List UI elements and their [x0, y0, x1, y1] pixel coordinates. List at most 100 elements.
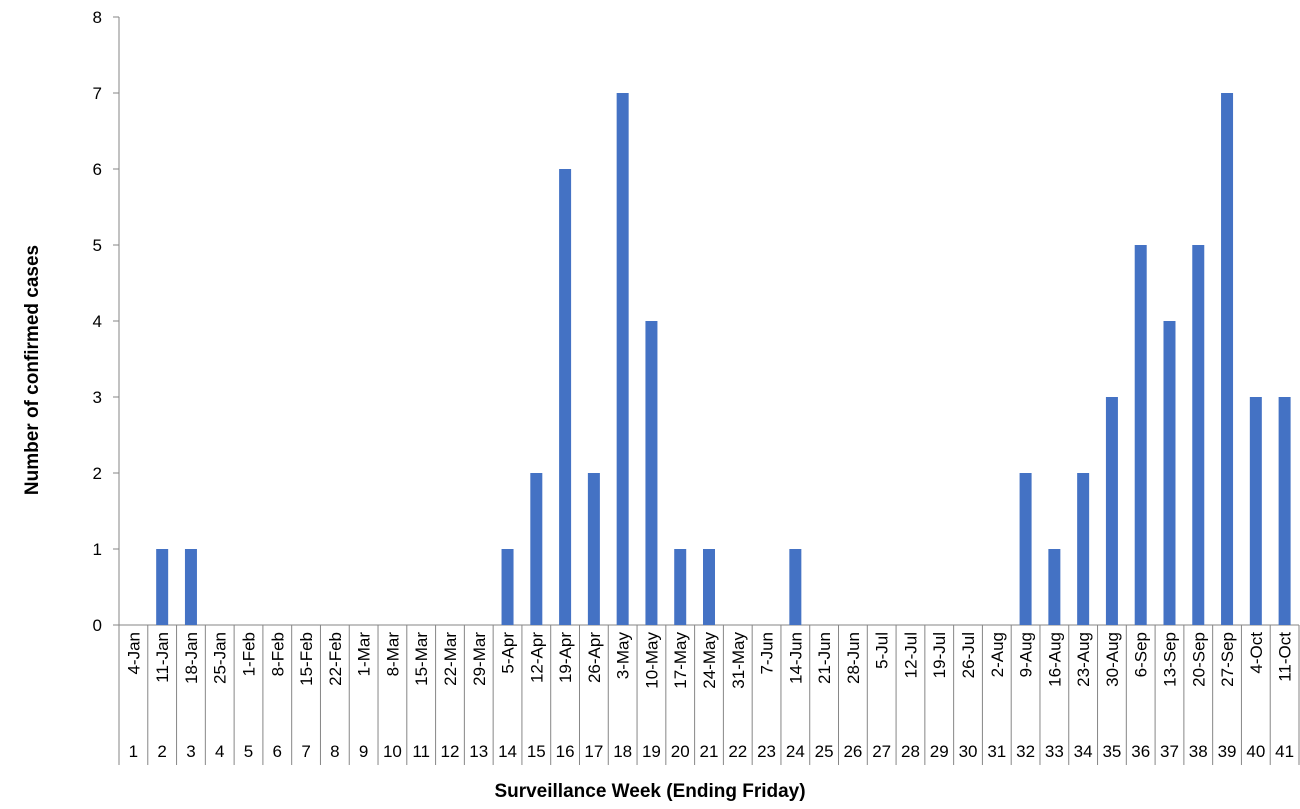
x-tick-label-week: 25: [815, 742, 834, 761]
x-tick-label-week: 40: [1246, 742, 1265, 761]
x-tick-label-date: 6-Sep: [1132, 632, 1151, 677]
x-tick-label-week: 7: [301, 742, 310, 761]
x-tick-label-week: 1: [129, 742, 138, 761]
x-tick-label-date: 15-Feb: [297, 632, 316, 686]
y-tick-label: 4: [93, 312, 102, 331]
x-tick-label-week: 41: [1275, 742, 1294, 761]
x-tick-label-week: 31: [987, 742, 1006, 761]
x-tick-label-date: 19-Jul: [930, 632, 949, 678]
x-axis-title: Surveillance Week (Ending Friday): [494, 781, 805, 802]
x-tick-label-week: 14: [498, 742, 517, 761]
y-tick-label: 5: [93, 236, 102, 255]
x-tick-label-date: 16-Aug: [1045, 632, 1064, 687]
bar: [1278, 397, 1291, 625]
x-tick-label-date: 8-Feb: [268, 632, 287, 676]
x-tick-label-date: 5-Jul: [873, 632, 892, 669]
x-tick-label-date: 12-Apr: [527, 632, 546, 683]
x-tick-label-week: 33: [1045, 742, 1064, 761]
x-tick-label-date: 4-Jan: [124, 632, 143, 675]
bar: [1048, 549, 1061, 625]
x-tick-label-date: 26-Apr: [585, 632, 604, 683]
plot-area: 0123456784-Jan111-Jan218-Jan325-Jan41-Fe…: [93, 8, 1300, 765]
x-tick-label-date: 5-Apr: [499, 632, 518, 674]
bar: [587, 473, 600, 625]
x-tick-label-week: 5: [244, 742, 253, 761]
x-tick-label-week: 35: [1102, 742, 1121, 761]
x-tick-label-week: 20: [671, 742, 690, 761]
x-tick-label-date: 31-May: [729, 632, 748, 689]
bar: [184, 549, 197, 625]
bar: [789, 549, 802, 625]
bar: [1105, 397, 1118, 625]
x-tick-label-week: 21: [700, 742, 719, 761]
x-tick-label-week: 32: [1016, 742, 1035, 761]
x-tick-label-date: 10-May: [642, 632, 661, 689]
x-tick-label-week: 9: [359, 742, 368, 761]
x-tick-label-week: 15: [527, 742, 546, 761]
x-tick-label-date: 21-Jun: [815, 632, 834, 684]
x-tick-label-date: 8-Mar: [383, 632, 402, 677]
y-axis-title: Number of confirmed cases: [22, 245, 43, 495]
x-tick-label-date: 18-Jan: [182, 632, 201, 684]
x-tick-label-week: 18: [613, 742, 632, 761]
x-tick-label-date: 22-Feb: [326, 632, 345, 686]
x-tick-label-week: 30: [959, 742, 978, 761]
y-tick-label: 6: [93, 160, 102, 179]
bar: [1192, 245, 1205, 625]
x-tick-label-week: 16: [556, 742, 575, 761]
x-tick-label-date: 7-Jun: [758, 632, 777, 675]
x-tick-label-week: 28: [901, 742, 920, 761]
bar: [1019, 473, 1032, 625]
bar: [1077, 473, 1090, 625]
x-tick-label-date: 1-Mar: [355, 632, 374, 677]
x-tick-label-week: 2: [157, 742, 166, 761]
x-tick-label-week: 10: [383, 742, 402, 761]
x-tick-label-week: 34: [1074, 742, 1093, 761]
bar: [559, 169, 572, 625]
x-tick-label-week: 11: [412, 742, 430, 761]
x-tick-label-date: 1-Feb: [240, 632, 259, 676]
x-tick-label-date: 26-Jul: [959, 632, 978, 678]
x-tick-label-week: 29: [930, 742, 949, 761]
y-tick-label: 3: [93, 388, 102, 407]
bar: [1163, 321, 1176, 625]
x-tick-label-week: 6: [273, 742, 282, 761]
y-tick-label: 2: [93, 464, 102, 483]
x-tick-label-date: 24-May: [700, 632, 719, 689]
x-tick-label-week: 27: [872, 742, 891, 761]
x-tick-label-date: 17-May: [671, 632, 690, 689]
x-tick-label-week: 36: [1131, 742, 1150, 761]
bar: [616, 93, 629, 625]
x-tick-label-date: 2-Aug: [988, 632, 1007, 677]
x-tick-label-date: 3-May: [614, 632, 633, 680]
x-tick-label-week: 12: [441, 742, 460, 761]
y-tick-label: 0: [93, 616, 102, 635]
x-tick-label-date: 29-Mar: [470, 632, 489, 686]
bar: [703, 549, 715, 625]
x-tick-label-date: 23-Aug: [1074, 632, 1093, 687]
bar: [674, 549, 687, 625]
x-tick-label-week: 8: [330, 742, 339, 761]
x-tick-label-week: 26: [843, 742, 862, 761]
x-tick-label-week: 3: [186, 742, 195, 761]
x-tick-label-date: 19-Apr: [556, 632, 575, 683]
x-tick-label-date: 13-Sep: [1160, 632, 1179, 687]
x-tick-label-week: 19: [642, 742, 661, 761]
x-tick-label-week: 24: [786, 742, 805, 761]
x-tick-label-week: 38: [1189, 742, 1208, 761]
y-tick-label: 1: [93, 540, 102, 559]
x-tick-label-date: 14-Jun: [786, 632, 805, 684]
x-tick-label-date: 20-Sep: [1189, 632, 1208, 687]
y-tick-label: 8: [93, 8, 102, 27]
bar: [1134, 245, 1147, 625]
bar: [156, 549, 169, 625]
x-tick-label-date: 22-Mar: [441, 632, 460, 686]
x-tick-label-date: 11-Jan: [153, 632, 172, 683]
x-tick-label-date: 15-Mar: [412, 632, 431, 686]
bar: [530, 473, 543, 625]
x-tick-label-week: 13: [469, 742, 488, 761]
x-tick-label-week: 39: [1218, 742, 1237, 761]
x-tick-label-date: 27-Sep: [1218, 632, 1237, 687]
bar: [501, 549, 514, 625]
